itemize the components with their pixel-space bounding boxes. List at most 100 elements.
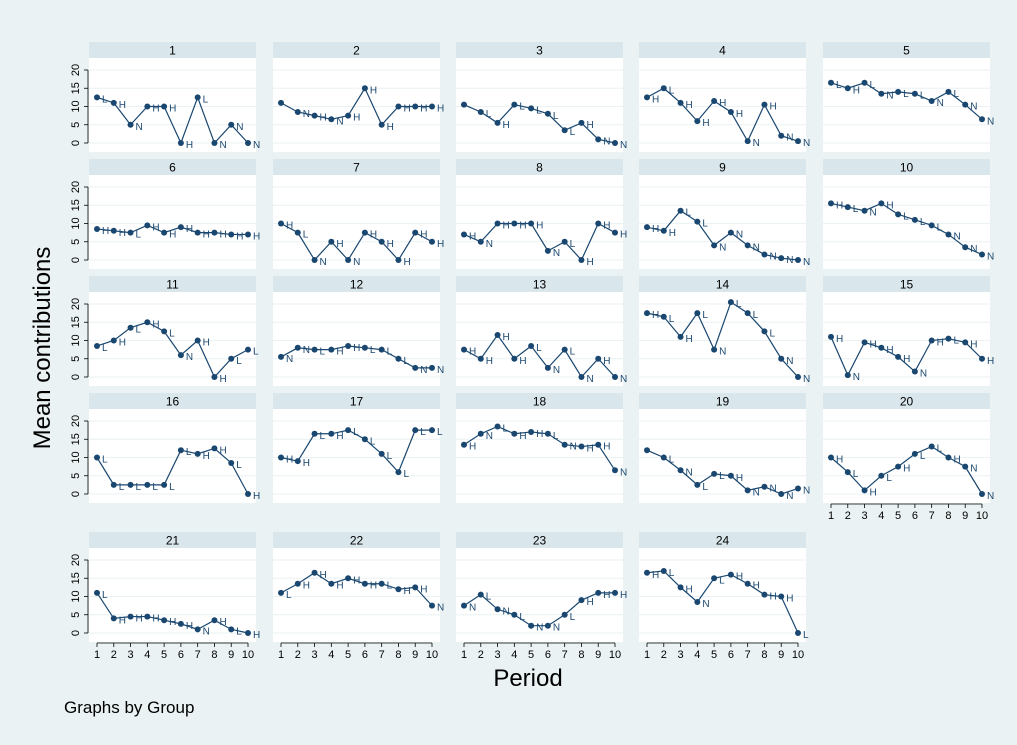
x-tick-label: 1 xyxy=(94,649,100,661)
data-point xyxy=(928,222,935,229)
data-point xyxy=(711,98,718,105)
point-label: N xyxy=(786,133,793,144)
data-point xyxy=(979,355,985,362)
panel-strip xyxy=(273,159,440,175)
series-line xyxy=(96,224,248,236)
data-point xyxy=(612,374,618,380)
data-point xyxy=(161,617,168,624)
data-point xyxy=(744,242,751,249)
data-point xyxy=(461,231,467,238)
point-label: H xyxy=(519,356,526,367)
data-point xyxy=(127,613,134,620)
data-point xyxy=(828,79,834,86)
data-point xyxy=(328,238,335,245)
x-tick-label: 10 xyxy=(609,649,621,661)
data-point xyxy=(144,103,151,110)
data-point xyxy=(194,337,201,344)
point-label: N xyxy=(486,431,493,442)
data-point xyxy=(511,101,518,108)
point-label: H xyxy=(620,230,627,241)
data-point xyxy=(677,99,684,106)
data-point xyxy=(477,355,484,362)
data-point xyxy=(979,491,985,497)
data-point xyxy=(544,247,551,254)
data-point xyxy=(962,339,969,346)
data-point xyxy=(429,103,435,110)
panel-strip xyxy=(639,159,806,175)
point-label: L xyxy=(186,447,192,458)
x-tick-label: 10 xyxy=(976,510,988,522)
data-point xyxy=(694,310,701,317)
data-point xyxy=(778,491,785,497)
point-label: H xyxy=(119,228,126,239)
data-point xyxy=(361,85,368,92)
point-label: H xyxy=(370,581,377,592)
x-tick-label: 7 xyxy=(379,649,385,661)
x-tick-label: 4 xyxy=(694,649,700,661)
point-label: N xyxy=(702,599,709,610)
point-label: L xyxy=(753,310,759,321)
point-label: L xyxy=(736,299,742,310)
data-point xyxy=(727,299,734,306)
x-tick-label: 6 xyxy=(362,649,368,661)
data-point xyxy=(412,584,419,591)
data-point xyxy=(578,257,585,263)
point-label: N xyxy=(803,374,810,385)
x-tick-label: 3 xyxy=(861,510,867,522)
point-label: H xyxy=(603,590,610,601)
point-label: H xyxy=(219,617,226,628)
point-label: N xyxy=(786,255,793,266)
series-line xyxy=(280,572,433,607)
x-tick-label: 1 xyxy=(828,510,834,522)
point-label: L xyxy=(937,444,943,455)
panel-plot-area xyxy=(273,548,440,642)
point-label: H xyxy=(303,458,310,469)
data-point xyxy=(677,584,684,591)
data-point xyxy=(861,207,868,214)
x-tick-label: 10 xyxy=(426,649,438,661)
series-line xyxy=(830,336,983,377)
series-line xyxy=(96,592,249,634)
series-line xyxy=(463,425,616,471)
data-point xyxy=(694,218,701,225)
data-point xyxy=(345,342,352,349)
data-point xyxy=(194,450,201,457)
point-label: H xyxy=(420,104,427,115)
panel-plot-area xyxy=(273,175,440,269)
point-label: N xyxy=(620,140,627,151)
data-point xyxy=(161,229,168,236)
point-label: N xyxy=(987,491,994,502)
point-label: H xyxy=(119,338,126,349)
data-point xyxy=(311,112,318,119)
point-label: H xyxy=(152,614,159,625)
point-label: H xyxy=(870,487,877,498)
data-point xyxy=(761,101,768,108)
x-tick-label: 6 xyxy=(912,510,918,522)
panel-plot-area xyxy=(456,548,623,642)
x-axis-label: Period xyxy=(493,665,562,692)
data-point xyxy=(245,140,251,146)
point-label: L xyxy=(886,473,892,484)
panel-plot-area xyxy=(456,292,623,386)
series-line xyxy=(463,104,616,144)
data-point xyxy=(477,238,484,245)
point-label: L xyxy=(669,314,675,325)
data-point xyxy=(595,355,602,362)
point-label: L xyxy=(803,630,809,641)
point-label: H xyxy=(853,85,860,96)
point-label: L xyxy=(553,111,559,122)
panel-plot-area xyxy=(456,409,623,503)
data-point xyxy=(127,481,134,488)
point-label: N xyxy=(753,242,760,253)
data-point xyxy=(345,112,352,119)
point-label: H xyxy=(420,584,427,595)
x-tick-label: 8 xyxy=(395,649,401,661)
point-label: N xyxy=(853,372,860,383)
series-line xyxy=(280,86,432,126)
point-label: N xyxy=(620,467,627,478)
